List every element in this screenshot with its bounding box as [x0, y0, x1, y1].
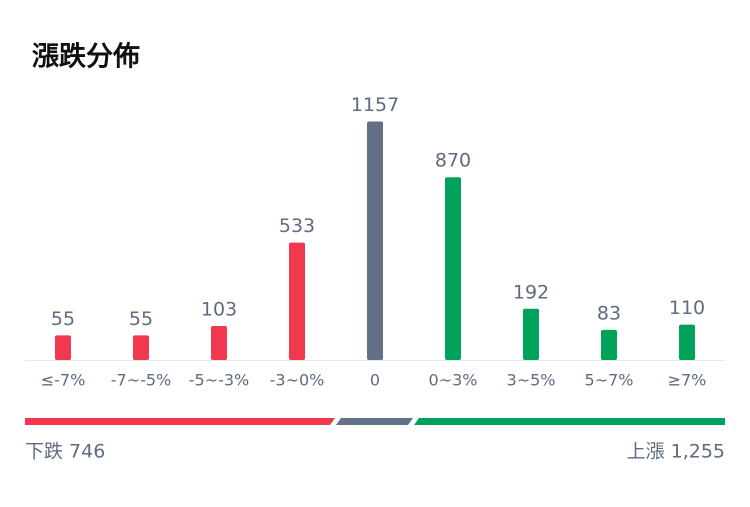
- bar: [289, 242, 305, 360]
- x-tick-label: 0~3%: [429, 371, 478, 390]
- bar: [133, 335, 149, 360]
- x-tick-label: -7~-5%: [111, 371, 172, 390]
- chart-title: 漲跌分佈: [32, 41, 140, 73]
- bar: [601, 329, 617, 360]
- bar: [445, 177, 461, 360]
- up-summary: 上漲 1,255: [627, 441, 725, 463]
- bar: [211, 326, 227, 360]
- x-tick-label: -5~-3%: [189, 371, 250, 390]
- down-bar: [25, 418, 335, 425]
- x-tick-label: ≤-7%: [41, 371, 86, 390]
- bar: [55, 335, 71, 360]
- down-summary: 下跌 746: [25, 441, 105, 463]
- up-bar: [414, 418, 725, 425]
- data-label: 103: [201, 299, 237, 321]
- bar: [679, 324, 695, 360]
- x-tick-label: ≥7%: [668, 371, 707, 390]
- data-label: 55: [51, 308, 75, 330]
- x-tick-label: 5~7%: [585, 371, 634, 390]
- x-tick-label: -3~0%: [270, 371, 325, 390]
- data-label: 110: [669, 297, 705, 319]
- bar: [523, 308, 539, 360]
- data-label: 1157: [351, 94, 399, 116]
- data-label: 55: [129, 308, 153, 330]
- bar: [367, 121, 383, 361]
- data-label: 533: [279, 215, 315, 237]
- x-tick-label: 3~5%: [507, 371, 556, 390]
- data-label: 192: [513, 281, 549, 303]
- x-tick-label: 0: [370, 371, 380, 390]
- flat-bar: [336, 418, 413, 425]
- data-label: 83: [597, 302, 621, 324]
- data-label: 870: [435, 150, 471, 172]
